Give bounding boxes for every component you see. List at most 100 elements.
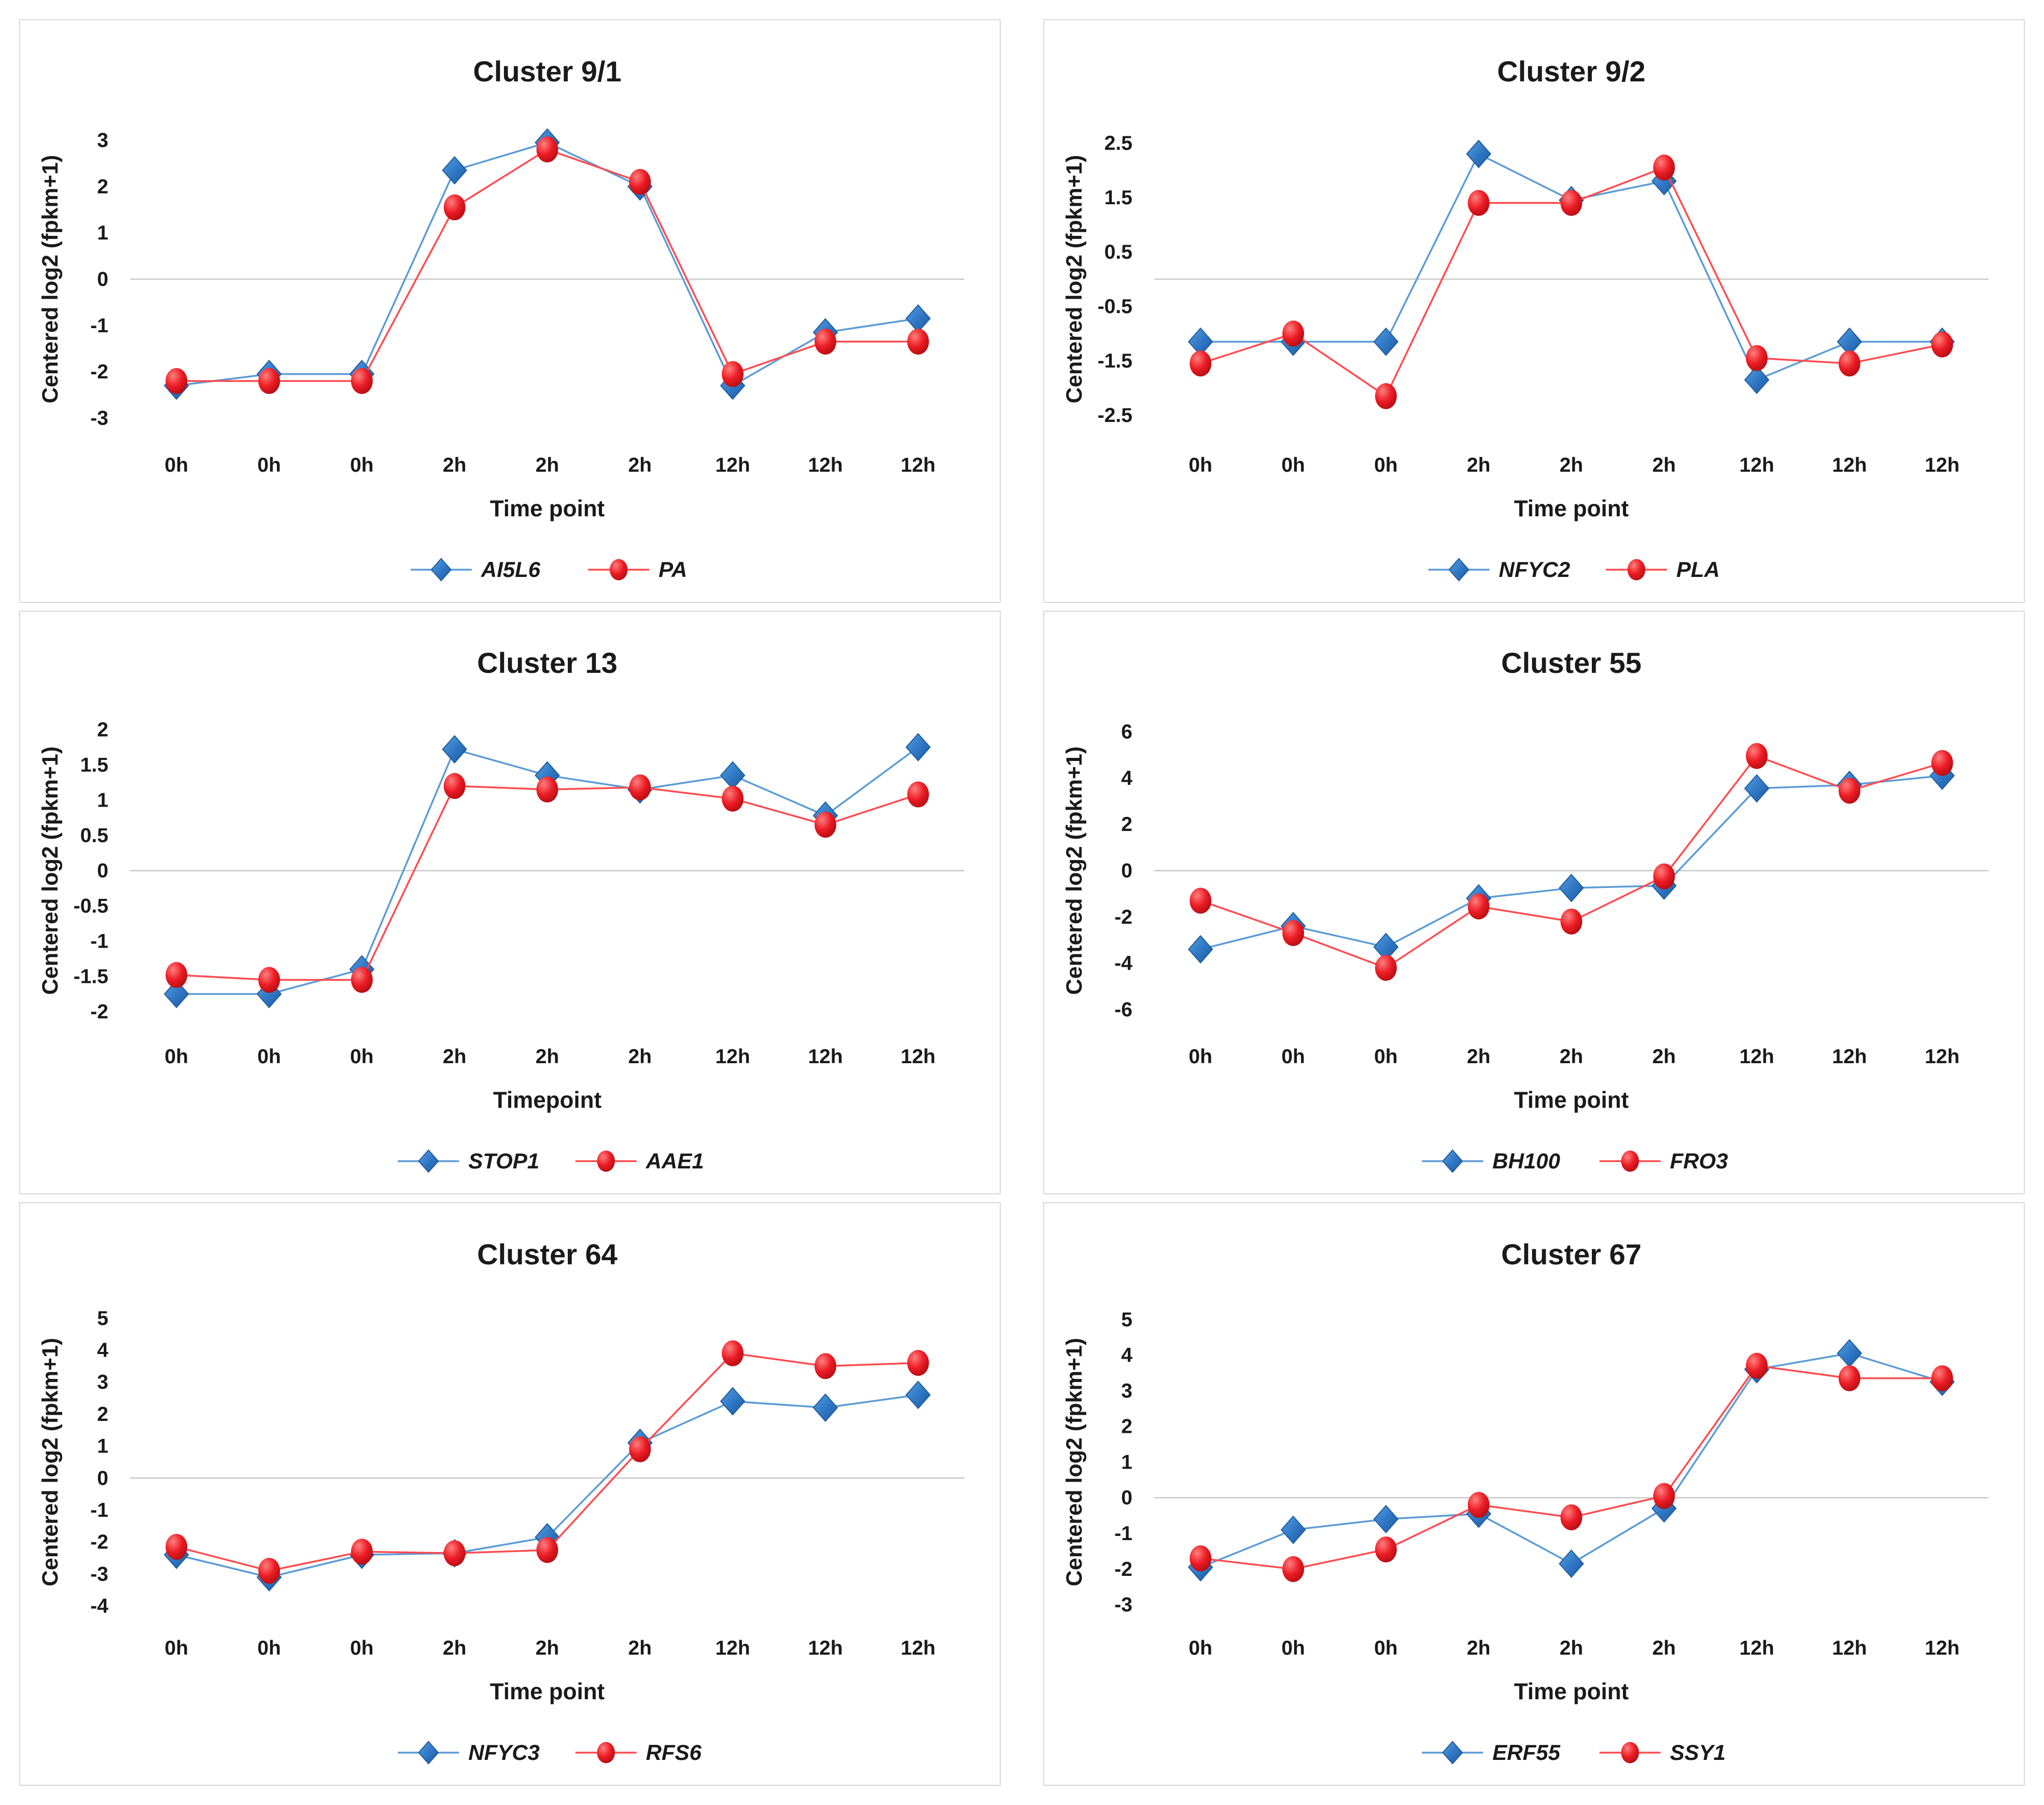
chart-panel-cluster-64: Cluster 64 Centered log2 (fpkm+1) 5 4 3 2 1 0 -1… [19,1202,1001,1786]
data-point-marker-RFS6 [165,1533,188,1560]
data-point-marker-NFYC2 [1373,327,1399,356]
y-tick-label: -0.5 [74,895,108,917]
legend-item-AAE1: AAE1 [575,1149,704,1173]
x-tick-label: 12h [1832,1637,1867,1659]
chart-title: Cluster 55 [1501,646,1642,679]
x-tick-label: 0h [257,1637,281,1659]
x-tick-label: 12h [901,1637,935,1659]
x-tick-label: 0h [257,1046,281,1068]
data-point-marker-STOP1 [163,979,189,1009]
x-tick-label: 2h [443,454,466,476]
data-point-marker-RFS6 [722,1340,744,1366]
legend: AI5L6 PA [410,557,687,582]
legend-item-FRO3: FRO3 [1599,1149,1728,1173]
x-tick-label: 0h [1374,454,1397,476]
data-point-marker-AAE1 [629,774,651,800]
y-tick-label: -3 [1114,1594,1132,1616]
x-tick-label: 12h [715,1637,750,1659]
y-tick-label: 0.5 [80,824,108,847]
x-tick-label: 2h [1560,1637,1583,1659]
y-tick-label: -2 [1114,1558,1132,1581]
legend-swatch-marker [1627,559,1646,581]
data-point-marker-SSY1 [1189,1545,1212,1572]
data-point-marker-FRO3 [1560,908,1583,935]
data-point-marker-ERF55 [1837,1339,1863,1368]
legend-label: BH100 [1492,1149,1560,1173]
legend-label: NFYC2 [1499,557,1571,582]
x-tick-label: 2h [628,1046,652,1068]
data-point-marker-FRO3 [1467,893,1490,920]
data-point-marker-SSY1 [1653,1483,1675,1509]
legend: NFYC2 PLA [1428,557,1720,582]
y-tick-label: -3 [90,1563,108,1585]
y-tick-label: 1.5 [80,754,108,776]
series-line-SSY1 [1200,1364,1942,1570]
data-point-marker-STOP1 [905,732,931,762]
data-point-marker-NFYC3 [720,1387,746,1416]
data-point-marker-AAE1 [165,962,188,988]
data-point-marker-AAE1 [443,773,466,799]
x-tick-label: 2h [1653,1046,1676,1068]
x-tick-label: 12h [715,454,750,476]
x-tick-label: 2h [628,1637,652,1659]
x-tick-label: 2h [443,1637,466,1659]
data-point-marker-STOP1 [720,761,746,790]
data-point-marker-SSY1 [1931,1365,1953,1391]
data-point-marker-SSY1 [1838,1365,1860,1391]
y-tick-label: 0 [1121,1487,1132,1509]
x-tick-label: 0h [1189,1637,1212,1659]
x-tick-label: 0h [350,454,373,476]
data-point-marker-SSY1 [1467,1491,1490,1518]
chart-title: Cluster 67 [1501,1238,1642,1271]
legend-swatch-marker [597,1150,615,1172]
legend-label: AI5L6 [481,557,541,582]
x-tick-label: 2h [536,1046,559,1068]
data-point-marker-SSY1 [1282,1556,1305,1582]
y-axis-title: Centered log2 (fpkm+1) [38,1338,63,1586]
data-point-marker-ERF55 [1373,1504,1399,1534]
y-tick-label: 2 [1121,813,1132,836]
x-tick-label: 12h [1739,454,1774,476]
data-point-marker-RFS6 [258,1558,281,1584]
y-tick-label: 1 [97,1435,108,1458]
data-point-marker-FRO3 [1282,920,1305,947]
x-tick-label: 0h [1374,1046,1397,1068]
x-tick-label: 0h [350,1046,373,1068]
y-tick-label: -6 [1114,998,1132,1021]
y-tick-label: 2 [97,176,108,198]
data-point-marker-PA [722,361,744,387]
legend-swatch-marker [1621,1742,1639,1764]
y-tick-label: -2 [90,1531,108,1554]
x-tick-label: 12h [1925,1637,1959,1659]
legend-swatch-marker [1442,1741,1463,1765]
data-point-marker-FRO3 [1189,887,1212,914]
data-point-marker-SSY1 [1746,1352,1768,1379]
legend-item-NFYC3: NFYC3 [398,1740,540,1765]
legend-label: PLA [1676,557,1720,582]
y-tick-label: -4 [90,1595,108,1617]
legend-swatch-marker [418,1149,439,1173]
legend-swatch-marker [418,1741,439,1765]
legend-label: STOP1 [468,1149,539,1173]
data-point-marker-NFYC3 [813,1393,838,1422]
legend-swatch-marker [1621,1150,1639,1172]
x-tick-label: 0h [257,454,281,476]
x-tick-label: 2h [443,1046,466,1068]
y-axis-title: Centered log2 (fpkm+1) [1062,155,1087,403]
chart-title: Cluster 9/2 [1497,55,1645,88]
x-tick-label: 0h [1281,1637,1305,1659]
x-axis-title: Timepoint [493,1088,602,1113]
data-point-marker-PA [443,194,466,221]
chart-panel-cluster-67: Cluster 67 Centered log2 (fpkm+1) 5 4 3 2 1 0 -1… [1043,1202,2025,1786]
x-tick-label: 0h [1189,454,1212,476]
data-point-marker-RFS6 [443,1540,466,1567]
data-point-marker-PLA [1560,190,1583,216]
x-tick-label: 0h [1281,1046,1305,1068]
legend-item-PA: PA [588,557,687,582]
data-point-marker-AAE1 [536,776,558,803]
data-point-marker-ERF55 [1280,1515,1306,1544]
line-chart: Cluster 9/2 Centered log2 (fpkm+1) 2.5 1.5 0… [1062,55,1989,582]
data-point-marker-ERF55 [1559,1549,1584,1578]
legend-label: ERF55 [1492,1740,1560,1765]
y-axis-title: Centered log2 (fpkm+1) [1062,746,1087,995]
